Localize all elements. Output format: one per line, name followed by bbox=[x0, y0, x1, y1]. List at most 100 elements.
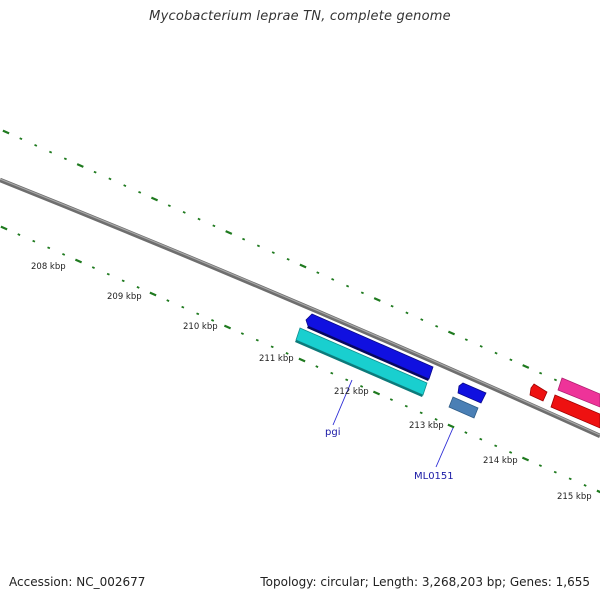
outer-tick-track bbox=[2, 129, 600, 402]
inner-track-major-tick bbox=[447, 423, 455, 429]
gene-feature-ml0151[interactable] bbox=[448, 396, 479, 419]
inner-track-minor-tick bbox=[136, 286, 140, 289]
outer-track-minor-tick bbox=[138, 190, 142, 194]
outer-track-minor-tick bbox=[182, 211, 186, 214]
genome-backbone bbox=[0, 177, 600, 439]
outer-track-minor-tick bbox=[390, 304, 394, 308]
scale-label-209: 209 kbp bbox=[107, 292, 142, 302]
genome-backbone-highlight bbox=[0, 178, 600, 436]
outer-track-minor-tick bbox=[212, 224, 216, 228]
inner-track-minor-tick bbox=[121, 279, 125, 283]
gene-feature-red[interactable] bbox=[550, 394, 600, 429]
pgi-leader-line bbox=[332, 379, 353, 426]
inner-track-major-tick bbox=[521, 456, 530, 462]
inner-track-minor-tick bbox=[106, 272, 110, 276]
inner-track-minor-tick bbox=[538, 464, 542, 467]
outer-track-minor-tick bbox=[331, 278, 335, 281]
outer-track-minor-tick bbox=[464, 338, 468, 342]
inner-track-minor-tick bbox=[211, 319, 215, 322]
inner-track-minor-tick bbox=[255, 338, 259, 342]
outer-track-minor-tick bbox=[34, 144, 38, 147]
scale-label-213: 213 kbp bbox=[409, 421, 444, 431]
gene-label-pgi[interactable]: pgi bbox=[325, 427, 340, 438]
outer-track-minor-tick bbox=[197, 217, 201, 221]
inner-track-minor-tick bbox=[166, 299, 170, 302]
outer-track-minor-tick bbox=[316, 271, 320, 275]
scale-label-211: 211 kbp bbox=[259, 354, 294, 364]
accession-text: Accession: NC_002677 bbox=[9, 575, 146, 589]
inner-track-minor-tick bbox=[404, 404, 408, 408]
gene-feature-small-red-arrow[interactable] bbox=[529, 383, 548, 402]
gene-feature-small-blue-arrow[interactable] bbox=[457, 382, 487, 404]
outer-track-minor-tick bbox=[405, 311, 409, 315]
inner-track-minor-tick bbox=[91, 266, 95, 269]
inner-track-minor-tick bbox=[509, 451, 513, 454]
inner-track-major-tick bbox=[298, 357, 306, 363]
outer-track-minor-tick bbox=[63, 157, 67, 161]
outer-track-minor-tick bbox=[435, 324, 439, 328]
outer-track-major-tick bbox=[522, 364, 530, 369]
inner-track-minor-tick bbox=[196, 312, 200, 316]
outer-track-major-tick bbox=[299, 263, 307, 269]
outer-track-minor-tick bbox=[242, 237, 246, 241]
inner-track-minor-tick bbox=[47, 246, 51, 250]
outer-track-minor-tick bbox=[93, 170, 97, 174]
scale-label-215: 215 kbp bbox=[557, 492, 592, 502]
inner-track-minor-tick bbox=[181, 305, 185, 309]
outer-track-minor-tick bbox=[108, 177, 112, 181]
inner-track-minor-tick bbox=[315, 365, 319, 368]
outer-track-minor-tick bbox=[19, 137, 23, 141]
gene-feature-blue-arrow-shade bbox=[307, 326, 429, 381]
inner-track-minor-tick bbox=[389, 398, 393, 401]
inner-track-minor-tick bbox=[494, 444, 498, 448]
outer-track-major-tick bbox=[373, 297, 381, 302]
outer-track-major-tick bbox=[76, 163, 84, 168]
outer-track-minor-tick bbox=[167, 204, 171, 208]
inner-track-minor-tick bbox=[240, 332, 244, 335]
inner-track-minor-tick bbox=[434, 418, 438, 421]
inner-track-major-tick bbox=[223, 324, 232, 330]
outer-track-major-tick bbox=[2, 129, 10, 135]
outer-track-minor-tick bbox=[539, 371, 543, 375]
ml0151-leader-line bbox=[435, 427, 454, 468]
outer-track-major-tick bbox=[225, 230, 233, 235]
inner-track-minor-tick bbox=[32, 239, 36, 243]
outer-track-major-tick bbox=[150, 196, 159, 202]
inner-track-minor-tick bbox=[553, 470, 557, 474]
outer-track-minor-tick bbox=[345, 284, 350, 288]
inner-track-major-tick bbox=[149, 291, 157, 297]
inner-track-minor-tick bbox=[464, 431, 468, 434]
genome-title: Mycobacterium leprae TN, complete genome bbox=[149, 9, 451, 24]
genome-summary-text: Topology: circular; Length: 3,268,203 bp… bbox=[260, 575, 590, 589]
outer-track-minor-tick bbox=[256, 244, 261, 248]
outer-track-minor-tick bbox=[494, 351, 498, 355]
scale-label-210: 210 kbp bbox=[183, 322, 218, 332]
gene-feature-pink[interactable] bbox=[557, 377, 600, 408]
outer-track-minor-tick bbox=[553, 378, 558, 382]
scale-label-208: 208 kbp bbox=[31, 262, 66, 272]
scale-label-212: 212 kbp bbox=[334, 387, 369, 397]
inner-track-minor-tick bbox=[345, 378, 349, 382]
inner-track-major-tick bbox=[0, 225, 8, 231]
outer-track-minor-tick bbox=[479, 345, 483, 348]
outer-track-minor-tick bbox=[271, 251, 275, 254]
inner-track-major-tick bbox=[596, 489, 600, 494]
inner-track-major-tick bbox=[372, 390, 381, 396]
outer-track-minor-tick bbox=[286, 257, 290, 261]
inner-track-minor-tick bbox=[270, 345, 274, 349]
outer-track-minor-tick bbox=[420, 318, 424, 321]
inner-track-minor-tick bbox=[479, 437, 483, 441]
outer-track-minor-tick bbox=[123, 184, 127, 187]
inner-tick-track bbox=[0, 225, 600, 494]
inner-track-minor-tick bbox=[285, 352, 289, 355]
inner-track-minor-tick bbox=[583, 484, 587, 487]
outer-track-minor-tick bbox=[509, 358, 513, 362]
gene-feature-pgi-shade bbox=[295, 340, 423, 397]
gene-label-ml0151[interactable]: ML0151 bbox=[414, 471, 454, 482]
outer-track-minor-tick bbox=[360, 291, 364, 295]
inner-track-minor-tick bbox=[62, 253, 66, 256]
inner-track-minor-tick bbox=[360, 385, 364, 388]
outer-track-major-tick bbox=[447, 330, 456, 336]
